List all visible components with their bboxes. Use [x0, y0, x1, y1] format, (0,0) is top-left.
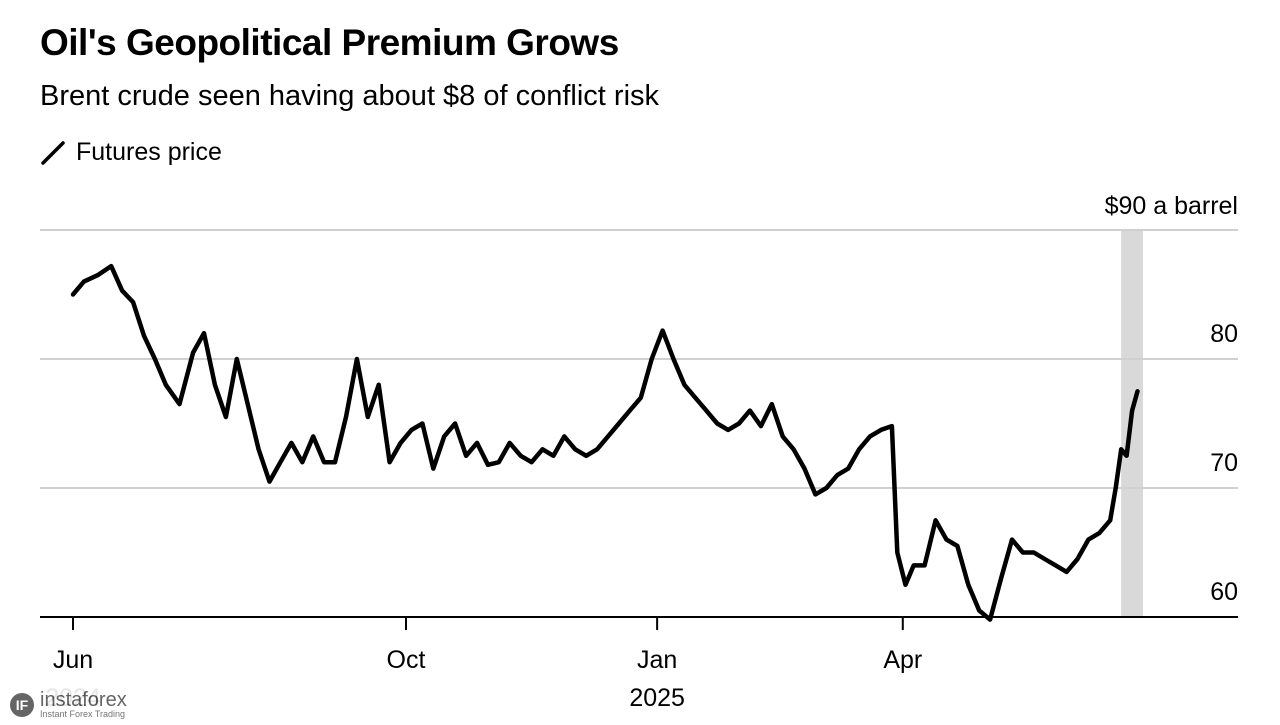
- y-axis-top-label: $90 a barrel: [1105, 192, 1238, 220]
- instaforex-logo-icon: IF: [10, 692, 34, 717]
- x-tick-label: Jan: [637, 646, 677, 674]
- y-tick-label: 70: [1210, 449, 1238, 477]
- watermark-name: instaforex: [40, 689, 127, 711]
- series-line-futures-price: [70, 263, 1140, 622]
- y-tick-label: 80: [1210, 320, 1238, 348]
- watermark-tagline: Instant Forex Trading: [40, 709, 126, 719]
- legend: Futures price: [40, 138, 222, 167]
- y-tick-label: 60: [1210, 578, 1238, 606]
- watermark: IF instaforex Instant Forex Trading: [4, 688, 133, 721]
- legend-label: Futures price: [76, 138, 222, 166]
- x-tick-year-label: 2025: [629, 684, 685, 712]
- x-tick-label: Oct: [387, 646, 426, 674]
- x-tick-label: Jun: [53, 646, 93, 674]
- x-tick-label: Apr: [883, 646, 922, 674]
- chart-title: Oil's Geopolitical Premium Grows: [40, 22, 619, 63]
- legend-line-icon: [41, 140, 65, 165]
- chart-subtitle: Brent crude seen having about $8 of conf…: [40, 80, 660, 112]
